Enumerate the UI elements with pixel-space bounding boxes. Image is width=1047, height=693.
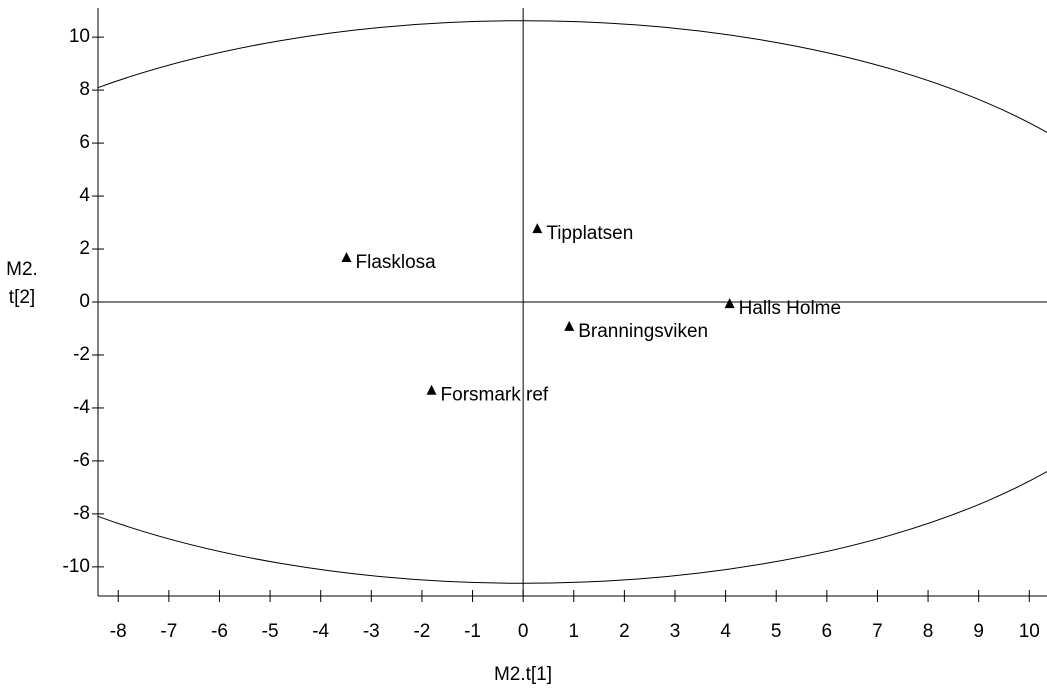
y-tick-label: -6 bbox=[73, 450, 90, 471]
x-tick-label: -2 bbox=[413, 621, 430, 642]
x-tick-label: 3 bbox=[670, 621, 681, 642]
x-tick-label: 0 bbox=[518, 621, 529, 642]
x-tick-label: 2 bbox=[619, 621, 630, 642]
x-tick-label: 1 bbox=[568, 621, 579, 642]
point bbox=[532, 223, 543, 234]
x-tick-label: 5 bbox=[771, 621, 782, 642]
x-tick-label: -7 bbox=[160, 621, 177, 642]
point-label: Halls Holme bbox=[739, 298, 841, 319]
x-tick-label: -6 bbox=[211, 621, 228, 642]
y-tick-label: 2 bbox=[79, 238, 90, 259]
x-tick-label: 7 bbox=[872, 621, 883, 642]
point bbox=[341, 252, 352, 263]
y-tick-label: -4 bbox=[73, 397, 90, 418]
x-tick-label: -1 bbox=[464, 621, 481, 642]
x-tick-label: 6 bbox=[822, 621, 833, 642]
y-axis-label: t[2] bbox=[9, 287, 35, 308]
point-label: Branningsviken bbox=[578, 321, 708, 342]
y-tick-label: 4 bbox=[79, 185, 90, 206]
x-tick-label: -5 bbox=[262, 621, 279, 642]
point bbox=[724, 298, 735, 309]
x-tick-label: 9 bbox=[973, 621, 984, 642]
y-tick-label: -2 bbox=[73, 344, 90, 365]
y-tick-label: 6 bbox=[79, 132, 90, 153]
x-tick-label: 8 bbox=[923, 621, 934, 642]
y-tick-label: -8 bbox=[73, 503, 90, 524]
x-axis-label: M2.t[1] bbox=[494, 664, 552, 685]
point bbox=[564, 320, 575, 331]
y-tick-label: 8 bbox=[79, 79, 90, 100]
confidence-ellipse bbox=[98, 20, 1047, 584]
point-label: Tipplatsen bbox=[546, 223, 633, 244]
x-tick-label: 4 bbox=[720, 621, 731, 642]
point bbox=[426, 384, 437, 395]
y-tick-label: 0 bbox=[79, 291, 90, 312]
x-tick-label: -4 bbox=[312, 621, 329, 642]
y-axis-label: M2. bbox=[6, 259, 38, 280]
y-tick-label: -10 bbox=[63, 556, 90, 577]
point-label: Flasklosa bbox=[356, 252, 437, 273]
x-tick-label: 10 bbox=[1019, 621, 1040, 642]
y-tick-label: 10 bbox=[69, 26, 90, 47]
point-label: Forsmark ref bbox=[441, 385, 549, 406]
x-tick-label: -3 bbox=[363, 621, 380, 642]
x-tick-label: -8 bbox=[110, 621, 127, 642]
